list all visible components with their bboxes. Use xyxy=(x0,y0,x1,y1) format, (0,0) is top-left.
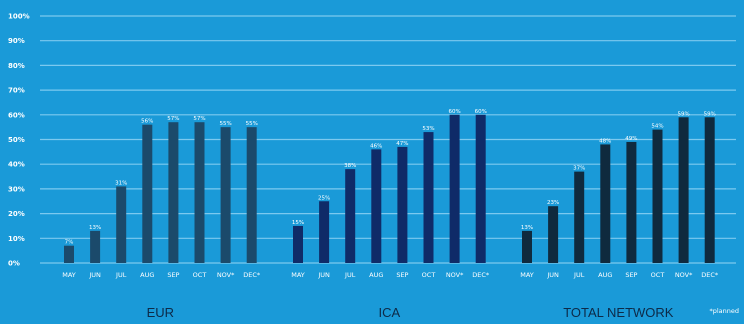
bar xyxy=(626,141,637,263)
category-label: OCT xyxy=(651,271,665,279)
bar-value-label: 56% xyxy=(141,119,153,125)
bar xyxy=(220,127,231,264)
y-tick-label: 60% xyxy=(8,111,25,119)
category-label: MAY xyxy=(291,271,305,279)
bar-value-label: 15% xyxy=(292,220,304,226)
bar xyxy=(246,127,257,264)
bar-value-label: 46% xyxy=(370,143,382,149)
category-label: NOV* xyxy=(446,271,464,279)
bar-value-label: 60% xyxy=(448,109,460,115)
bar-value-label: 7% xyxy=(65,240,74,246)
group-label: TOTAL NETWORK xyxy=(563,305,674,320)
y-tick-label: 30% xyxy=(8,185,25,193)
bar xyxy=(371,149,382,263)
bar xyxy=(142,124,153,264)
category-label: DEC* xyxy=(472,271,490,279)
bar-value-label: 54% xyxy=(651,124,663,130)
bar xyxy=(293,225,303,263)
bar xyxy=(64,245,74,263)
bar-value-label: 55% xyxy=(246,121,258,127)
bar-value-label: 55% xyxy=(219,121,231,127)
category-label: OCT xyxy=(193,271,207,279)
bar xyxy=(548,206,559,263)
y-tick-label: 0% xyxy=(8,260,20,268)
bar xyxy=(90,230,101,263)
bar-value-label: 48% xyxy=(599,138,611,144)
bar-value-label: 57% xyxy=(193,116,205,122)
y-tick-label: 10% xyxy=(8,235,25,243)
category-label: DEC* xyxy=(243,271,261,279)
bar xyxy=(116,186,127,263)
bar-value-label: 13% xyxy=(521,225,533,231)
bar xyxy=(194,122,205,264)
bar-value-label: 57% xyxy=(167,116,179,122)
category-label: JUN xyxy=(546,271,559,279)
category-label: AUG xyxy=(369,271,383,279)
bar xyxy=(574,171,585,263)
bar xyxy=(678,117,689,264)
y-tick-label: 100% xyxy=(8,13,30,21)
y-tick-label: 20% xyxy=(8,210,25,218)
category-label: SEP xyxy=(396,271,408,279)
bar-value-label: 13% xyxy=(89,225,101,231)
group-label: EUR xyxy=(147,305,174,320)
category-label: JUL xyxy=(344,271,356,279)
bar xyxy=(345,169,356,263)
category-label: NOV* xyxy=(217,271,235,279)
bars: 7% MAY 13% JUN 31% JUL 56% AUG 57% SEP 57% OCT 55% NO… xyxy=(62,109,719,320)
category-label: DEC* xyxy=(701,271,719,279)
category-label: AUG xyxy=(598,271,612,279)
grid: 0% 10% 20% 30% 40% 50% 60% 70% 80% 90% 100% xyxy=(8,13,736,268)
bar xyxy=(652,129,663,263)
footnote: *planned xyxy=(709,307,739,315)
bar xyxy=(600,144,611,263)
y-tick-label: 90% xyxy=(8,37,25,45)
bar-value-label: 23% xyxy=(547,200,559,206)
category-label: JUL xyxy=(115,271,127,279)
bar-value-label: 25% xyxy=(318,195,330,201)
bar-value-label: 31% xyxy=(115,180,127,186)
y-tick-label: 40% xyxy=(8,161,25,169)
y-tick-label: 80% xyxy=(8,62,25,70)
bar-value-label: 47% xyxy=(396,141,408,147)
bar-value-label: 59% xyxy=(677,111,689,117)
bar-group: 13% MAY 23% JUN 37% JUL 48% AUG 49% SEP 54% OCT 59% N… xyxy=(520,111,719,320)
bar xyxy=(168,122,179,264)
bar-value-label: 37% xyxy=(573,166,585,172)
bar-value-label: 49% xyxy=(625,136,637,142)
bar-group: 15% MAY 25% JUN 38% JUL 46% AUG 47% SEP 53% OCT 60% N… xyxy=(291,109,490,320)
category-label: NOV* xyxy=(675,271,693,279)
category-label: SEP xyxy=(167,271,179,279)
bar-value-label: 59% xyxy=(704,111,716,117)
y-tick-label: 50% xyxy=(8,136,25,144)
bar xyxy=(475,114,486,263)
bar-value-label: 38% xyxy=(344,163,356,169)
category-label: JUN xyxy=(317,271,330,279)
y-tick-label: 70% xyxy=(8,87,25,95)
category-label: OCT xyxy=(422,271,436,279)
bar xyxy=(319,201,330,263)
group-label: ICA xyxy=(379,305,401,320)
bar xyxy=(704,117,715,264)
bar xyxy=(423,132,434,263)
category-label: SEP xyxy=(625,271,637,279)
bar xyxy=(449,114,460,263)
bar-value-label: 53% xyxy=(422,126,434,132)
category-label: MAY xyxy=(62,271,76,279)
category-label: JUL xyxy=(573,271,585,279)
bar xyxy=(397,146,408,263)
bar xyxy=(522,230,532,263)
bar-value-label: 60% xyxy=(475,109,487,115)
bar-group: 7% MAY 13% JUN 31% JUL 56% AUG 57% SEP 57% OCT 55% NO… xyxy=(62,116,261,320)
category-label: JUN xyxy=(88,271,101,279)
category-label: AUG xyxy=(140,271,154,279)
category-label: MAY xyxy=(520,271,534,279)
